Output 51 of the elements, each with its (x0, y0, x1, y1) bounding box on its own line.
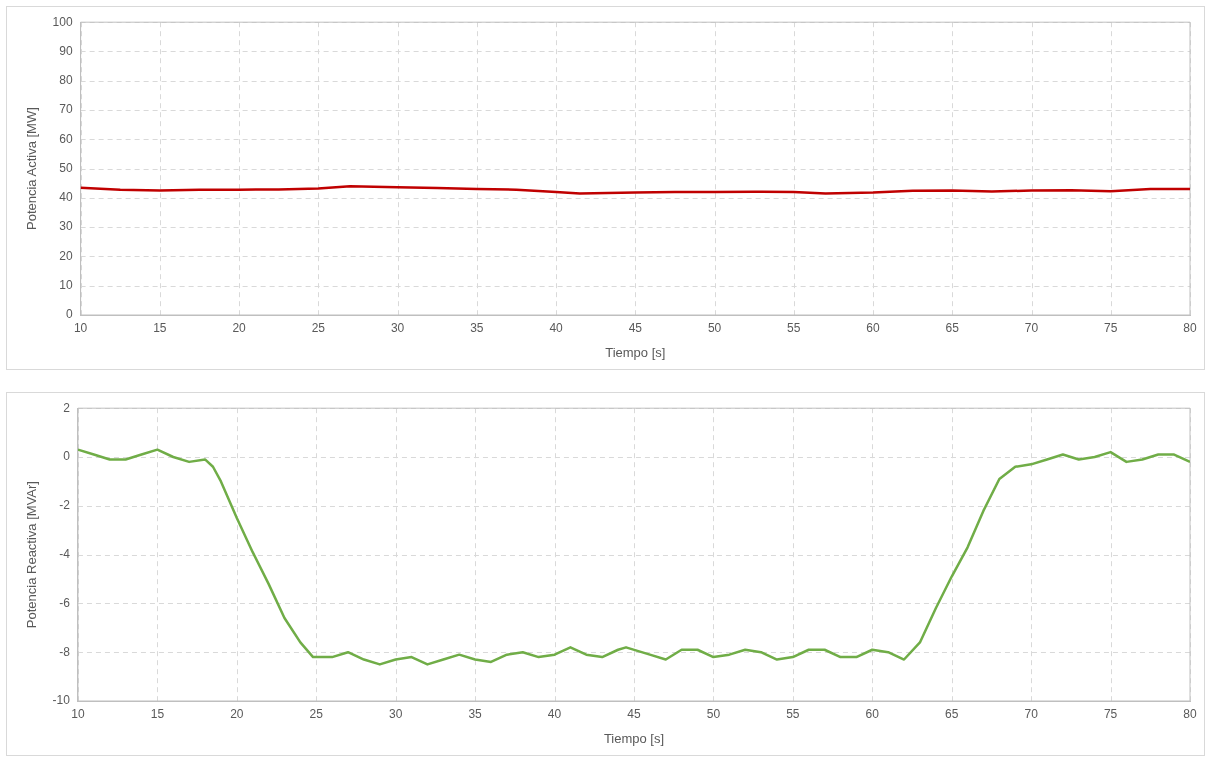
x-tick-label: 45 (627, 706, 641, 721)
y-tick-label: 30 (59, 219, 73, 234)
x-tick-label: 10 (73, 320, 88, 335)
x-tick-label: 55 (787, 320, 801, 335)
x-tick-label: 70 (1024, 706, 1039, 721)
x-tick-label: 15 (150, 706, 165, 721)
x-tick-label: 20 (230, 706, 244, 721)
y-tick-label: 100 (52, 14, 73, 29)
x-tick-label: 40 (547, 706, 562, 721)
x-tick-label: 50 (706, 706, 721, 721)
x-axis-title: Tiempo [s] (605, 344, 666, 360)
y-tick-label: 10 (59, 278, 73, 293)
x-tick-label: 70 (1024, 320, 1039, 335)
x-tick-label: 65 (945, 706, 959, 721)
y-tick-label: 50 (59, 160, 73, 175)
x-tick-label: 25 (311, 320, 326, 335)
x-tick-label: 30 (388, 706, 403, 721)
x-tick-label: 55 (786, 706, 800, 721)
y-tick-label: 0 (63, 449, 71, 464)
x-tick-label: 80 (1183, 706, 1197, 721)
x-tick-label: 45 (628, 320, 643, 335)
x-tick-label: 20 (232, 320, 247, 335)
x-axis-title: Tiempo [s] (603, 730, 665, 746)
x-tick-label: 15 (153, 320, 167, 335)
x-tick-label: 80 (1183, 320, 1197, 335)
x-tick-label: 25 (309, 706, 324, 721)
y-axis-title: Potencia Activa [MW] (24, 107, 40, 231)
x-tick-label: 60 (865, 706, 880, 721)
y-tick-label: 90 (59, 43, 73, 58)
y-tick-label: 0 (65, 307, 73, 322)
y-tick-label: 70 (59, 102, 73, 117)
y-tick-label: -10 (52, 693, 71, 708)
y-tick-label: 40 (59, 190, 73, 205)
y-tick-label: 80 (59, 73, 73, 88)
y-tick-label: 2 (63, 400, 71, 415)
x-tick-label: 35 (470, 320, 484, 335)
x-tick-label: 35 (468, 706, 483, 721)
x-tick-label: 30 (390, 320, 405, 335)
y-tick-label: -4 (59, 546, 71, 561)
y-tick-label: -6 (59, 595, 71, 610)
x-tick-label: 75 (1104, 320, 1118, 335)
x-tick-label: 65 (945, 320, 960, 335)
x-tick-label: 40 (549, 320, 564, 335)
y-tick-label: -8 (59, 644, 71, 659)
x-tick-label: 50 (707, 320, 722, 335)
y-axis-title: Potencia Reactiva [MVAr] (24, 481, 40, 629)
y-tick-label: 20 (59, 248, 73, 263)
x-tick-label: 60 (866, 320, 881, 335)
y-tick-label: -2 (59, 498, 71, 513)
y-tick-label: 60 (59, 131, 73, 146)
x-tick-label: 75 (1103, 706, 1118, 721)
